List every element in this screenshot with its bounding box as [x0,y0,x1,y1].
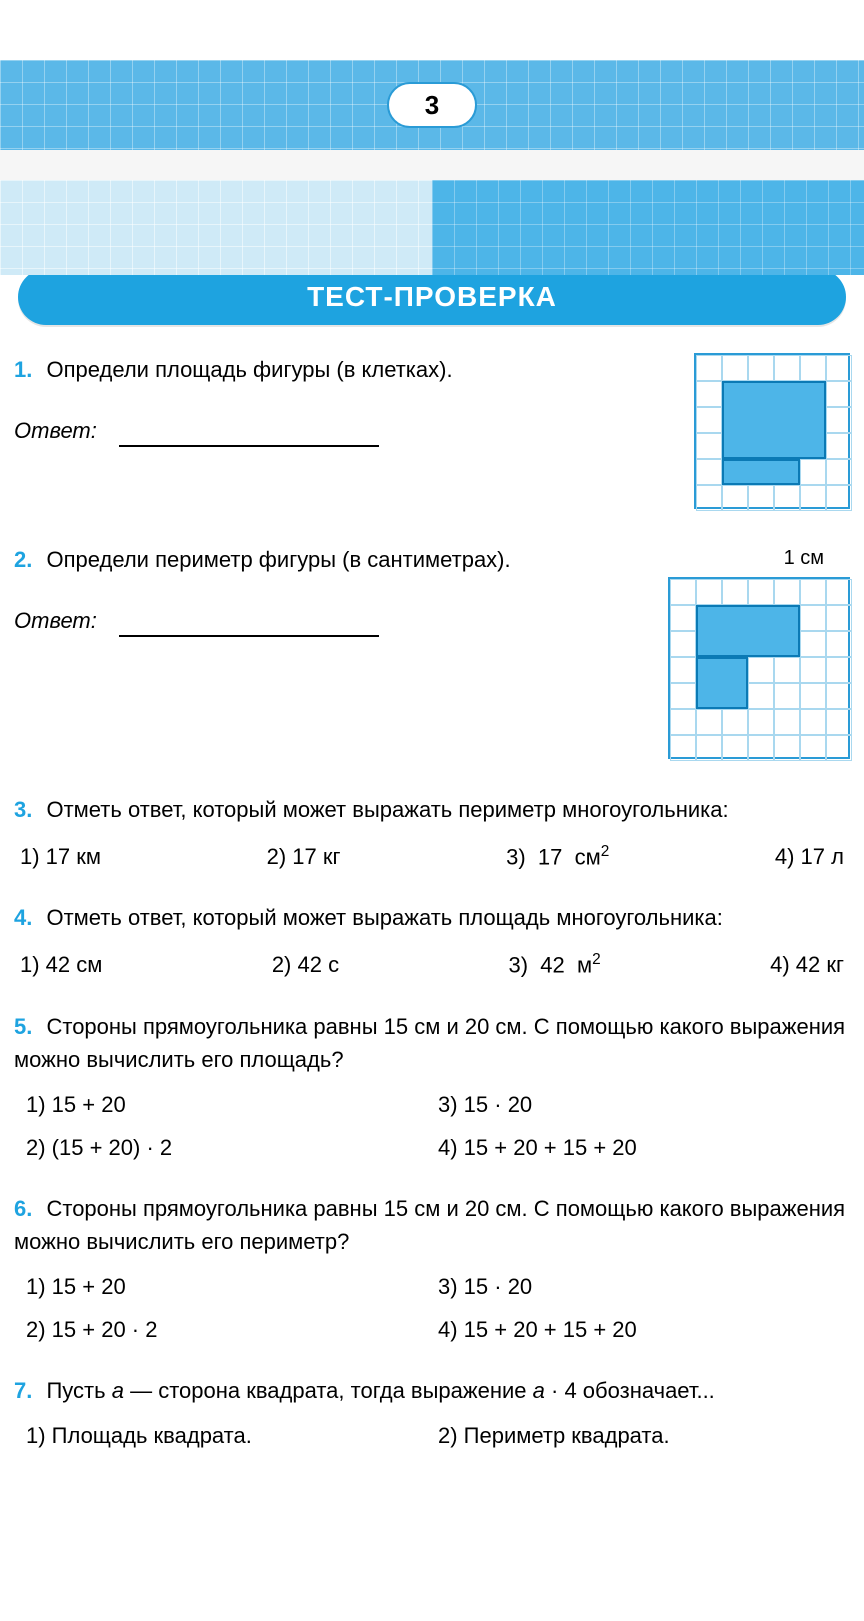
q7-num: 7. [14,1378,32,1403]
q6-options: 1) 15 + 20 3) 15 · 20 2) 15 + 20 · 2 4) … [14,1270,850,1346]
q3-opt3[interactable]: 3) 17 см2 [506,840,609,873]
q5-text: Стороны прямоугольника равны 15 см и 20 … [14,1014,845,1072]
decor-right [432,180,864,275]
q5-opt3[interactable]: 3) 15 · 20 [438,1088,850,1121]
question-5: 5. Стороны прямоугольника равны 15 см и … [14,1010,850,1164]
q4-options: 1) 42 см 2) 42 с 3) 42 м2 4) 42 кг [14,948,850,981]
q6-opt3[interactable]: 3) 15 · 20 [438,1270,850,1303]
q1-prompt: 1. Определи площадь фигуры (в клетках). [14,353,674,386]
title-wrap: ТЕСТ-ПРОВЕРКА [0,269,864,325]
q5-num: 5. [14,1014,32,1039]
q2-text-block: 2. Определи периметр фигуры (в сантиметр… [14,543,648,759]
q2-grid [668,577,850,759]
q1-text: Определи площадь фигуры (в клетках). [46,357,452,382]
answer-label-2: Ответ: [14,608,97,633]
q4-opt2[interactable]: 2) 42 с [272,948,339,981]
q3-opt2[interactable]: 2) 17 кг [267,840,341,873]
q4-num: 4. [14,905,32,930]
q6-text: Стороны прямоугольника равны 15 см и 20 … [14,1196,845,1254]
q7-opt1[interactable]: 1) Площадь квадрата. [26,1419,438,1452]
q3-opt1[interactable]: 1) 17 км [20,840,101,873]
q6-opt1[interactable]: 1) 15 + 20 [26,1270,438,1303]
top-margin [0,0,864,60]
q2-answer-row: Ответ: [14,604,648,637]
q5-options: 1) 15 + 20 3) 15 · 20 2) (15 + 20) · 2 4… [14,1088,850,1164]
q6-num: 6. [14,1196,32,1221]
question-1: 1. Определи площадь фигуры (в клетках). … [14,353,850,509]
decor-strip [0,180,864,275]
q5-opt1[interactable]: 1) 15 + 20 [26,1088,438,1121]
content-area: 1. Определи площадь фигуры (в клетках). … [0,325,864,1500]
q7-prompt: 7. Пусть a — сторона квадрата, тогда выр… [14,1374,850,1407]
q4-prompt: 4. Отметь ответ, который может выражать … [14,901,850,934]
question-6: 6. Стороны прямоугольника равны 15 см и … [14,1192,850,1346]
q3-text: Отметь ответ, который может выражать пер… [46,797,728,822]
banner-gap [0,150,864,180]
q4-opt1[interactable]: 1) 42 см [20,948,102,981]
q7-var1: a [112,1378,124,1403]
question-7: 7. Пусть a — сторона квадрата, тогда выр… [14,1374,850,1452]
q2-prompt: 2. Определи периметр фигуры (в сантиметр… [14,543,648,576]
q7-text-b: — сторона квадрата, тогда выражение [130,1378,533,1403]
q7-var2: a [533,1378,545,1403]
question-3: 3. Отметь ответ, который может выражать … [14,793,850,873]
q3-opt4[interactable]: 4) 17 л [775,840,844,873]
q1-grid [694,353,850,509]
question-2: 2. Определи периметр фигуры (в сантиметр… [14,543,850,759]
q1-text-block: 1. Определи площадь фигуры (в клетках). … [14,353,674,509]
q4-opt3[interactable]: 3) 42 м2 [509,948,601,981]
q2-answer-line[interactable] [119,617,379,637]
q1-num: 1. [14,357,32,382]
q7-text-c: · 4 обозначает... [551,1378,715,1403]
q6-prompt: 6. Стороны прямоугольника равны 15 см и … [14,1192,850,1258]
title-text: ТЕСТ-ПРОВЕРКА [307,281,557,313]
page-number: 3 [425,90,439,121]
q5-opt2[interactable]: 2) (15 + 20) · 2 [26,1131,438,1164]
q7-options: 1) Площадь квадрата. 2) Периметр квадрат… [14,1419,850,1452]
q2-num: 2. [14,547,32,572]
section-title: ТЕСТ-ПРОВЕРКА [18,269,846,325]
q5-opt4[interactable]: 4) 15 + 20 + 15 + 20 [438,1131,850,1164]
answer-label: Ответ: [14,418,97,443]
q2-text: Определи периметр фигуры (в сантиметрах)… [46,547,510,572]
q3-num: 3. [14,797,32,822]
q4-opt4[interactable]: 4) 42 кг [770,948,844,981]
q1-answer-row: Ответ: [14,414,674,447]
q5-prompt: 5. Стороны прямоугольника равны 15 см и … [14,1010,850,1076]
q2-figure: 1 см [668,543,850,759]
q2-unit-hint: 1 см [668,543,850,573]
decor-left [0,180,432,275]
q4-text: Отметь ответ, который может выражать пло… [46,905,722,930]
question-4: 4. Отметь ответ, который может выражать … [14,901,850,981]
q1-figure [694,353,850,509]
q3-prompt: 3. Отметь ответ, который может выражать … [14,793,850,826]
q6-opt4[interactable]: 4) 15 + 20 + 15 + 20 [438,1313,850,1346]
q3-options: 1) 17 км 2) 17 кг 3) 17 см2 4) 17 л [14,840,850,873]
page-number-badge: 3 [387,82,477,128]
q7-opt2[interactable]: 2) Периметр квадрата. [438,1419,850,1452]
q7-text-a: Пусть [46,1378,111,1403]
q1-answer-line[interactable] [119,427,379,447]
q6-opt2[interactable]: 2) 15 + 20 · 2 [26,1313,438,1346]
header-banner: 3 [0,60,864,150]
